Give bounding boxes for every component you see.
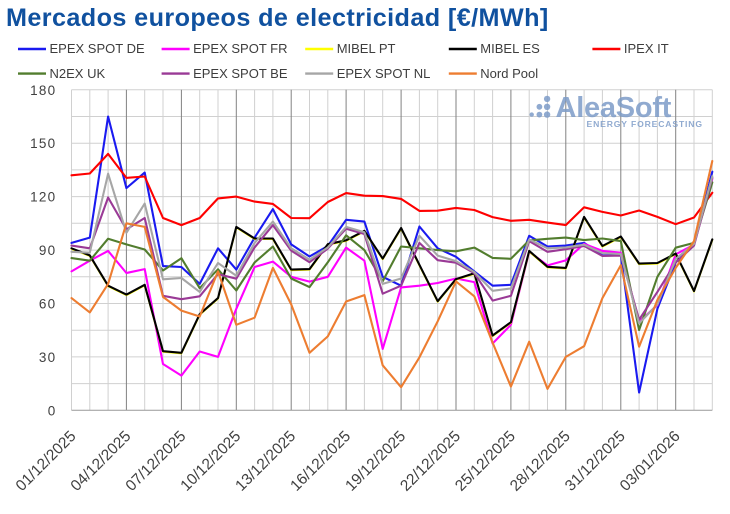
svg-text:ENERGY FORECASTING: ENERGY FORECASTING — [587, 119, 703, 129]
svg-text:IPEX IT: IPEX IT — [624, 41, 669, 56]
svg-text:180: 180 — [30, 83, 56, 98]
svg-text:Mercados europeos de electrici: Mercados europeos de electricidad [€/MWh… — [6, 4, 549, 32]
svg-text:90: 90 — [39, 243, 57, 258]
svg-text:120: 120 — [30, 190, 56, 205]
svg-text:EPEX SPOT DE: EPEX SPOT DE — [50, 41, 145, 56]
svg-text:MIBEL ES: MIBEL ES — [480, 41, 540, 56]
svg-text:AleaSoft: AleaSoft — [556, 92, 672, 124]
svg-text:N2EX UK: N2EX UK — [50, 66, 106, 81]
svg-text:150: 150 — [30, 136, 56, 151]
svg-text:30: 30 — [39, 350, 57, 365]
svg-text:EPEX SPOT BE: EPEX SPOT BE — [193, 66, 288, 81]
svg-text:Nord Pool: Nord Pool — [480, 66, 538, 81]
svg-text:EPEX SPOT FR: EPEX SPOT FR — [193, 41, 287, 56]
svg-text:MIBEL PT: MIBEL PT — [337, 41, 396, 56]
svg-text:0: 0 — [48, 403, 57, 418]
svg-text:EPEX SPOT NL: EPEX SPOT NL — [337, 66, 431, 81]
svg-text:60: 60 — [39, 297, 57, 312]
